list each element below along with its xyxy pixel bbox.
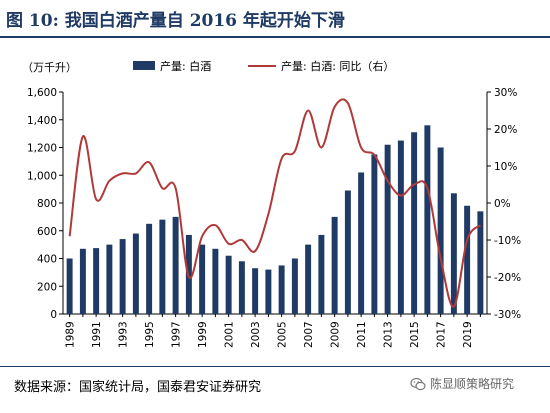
bar — [146, 223, 153, 314]
title-bar: 图 10: 我国白酒产量自 2016 年起开始下滑 — [0, 0, 550, 38]
wechat-icon — [410, 377, 426, 390]
bar — [358, 172, 365, 314]
line-series-yoy — [68, 98, 482, 308]
bar — [384, 144, 391, 314]
legend-label-line: 产量: 白酒: 同比（右） — [281, 59, 394, 73]
x-tick-label: 2011 — [356, 321, 368, 348]
x-tick-label: 2017 — [436, 321, 448, 348]
y-right-tick-label: 20% — [494, 124, 517, 136]
bar — [450, 193, 457, 314]
y-right-tick-label: 30% — [494, 87, 517, 99]
watermark: 陈显顺策略研究 — [410, 375, 514, 392]
source-note: 数据来源：国家统计局，国泰君安证券研究 — [14, 380, 262, 395]
y-left-unit: （万千升） — [22, 61, 77, 74]
y-left-tick-label: 1,600 — [27, 87, 57, 99]
y-left-tick-label: 1,400 — [27, 115, 57, 127]
bar — [159, 219, 166, 314]
bar — [437, 147, 444, 314]
y-left-tick-label: 400 — [37, 254, 57, 266]
x-tick-label: 2005 — [277, 321, 289, 348]
bar — [79, 248, 86, 314]
bar — [119, 239, 126, 314]
chart: （万千升） 产量: 白酒 产量: 白酒: 同比（右） 0 200 400 600 800 1,0… — [22, 59, 521, 348]
y-right-tick-label: -20% — [494, 272, 521, 284]
x-tick-label: 2003 — [250, 321, 262, 348]
x-tick-label: 1993 — [118, 321, 130, 348]
y-left-tick-label: 1,200 — [27, 143, 57, 155]
watermark-text: 陈显顺策略研究 — [430, 377, 515, 391]
bar — [265, 269, 272, 314]
x-tick-label: 2013 — [383, 321, 395, 348]
bar — [318, 234, 325, 314]
bar — [172, 216, 179, 314]
divider — [0, 366, 550, 367]
x-tick-label: 2019 — [462, 321, 474, 348]
y-left-tick-label: 600 — [37, 226, 57, 238]
bar — [411, 132, 418, 314]
x-tick-label: 1989 — [65, 321, 77, 348]
x-tick-label: 2001 — [224, 321, 236, 348]
y-left-tick-label: 800 — [37, 198, 57, 210]
x-tick-label: 1999 — [197, 321, 209, 348]
y-right-tick-label: -10% — [494, 235, 521, 247]
bar — [93, 248, 100, 314]
bar — [225, 255, 232, 314]
y-right-tick-label: 10% — [494, 161, 517, 173]
bar — [132, 233, 139, 314]
bar — [238, 261, 245, 314]
y-left-tick-label: 0 — [50, 309, 57, 321]
bar — [291, 258, 298, 314]
x-tick-label: 1991 — [91, 321, 103, 348]
x-tick-label: 2009 — [330, 321, 342, 348]
bar — [477, 211, 484, 314]
bar — [212, 248, 219, 314]
bar — [344, 190, 351, 314]
x-tick-label: 2015 — [409, 321, 421, 348]
bar — [66, 258, 73, 314]
y-right-tick-label: 0% — [494, 198, 511, 210]
bar — [397, 140, 404, 314]
legend-label-bar: 产量: 白酒 — [160, 59, 211, 73]
bar — [106, 244, 113, 314]
x-tick-label: 1995 — [144, 321, 156, 348]
y-right-tick-label: -30% — [494, 309, 521, 321]
bar — [331, 216, 338, 314]
bar — [424, 125, 431, 314]
bar — [199, 244, 206, 314]
x-tick-label: 1997 — [171, 321, 183, 348]
bar — [252, 268, 259, 314]
bar — [464, 205, 471, 314]
bar — [371, 154, 378, 314]
x-tick-label: 2007 — [303, 321, 315, 348]
bar — [305, 244, 312, 314]
y-left-tick-label: 1,000 — [27, 170, 57, 182]
legend-swatch-bar — [133, 61, 155, 70]
bar — [278, 265, 285, 314]
page-title: 图 10: 我国白酒产量自 2016 年起开始下滑 — [6, 11, 345, 31]
y-left-tick-label: 200 — [37, 281, 57, 293]
